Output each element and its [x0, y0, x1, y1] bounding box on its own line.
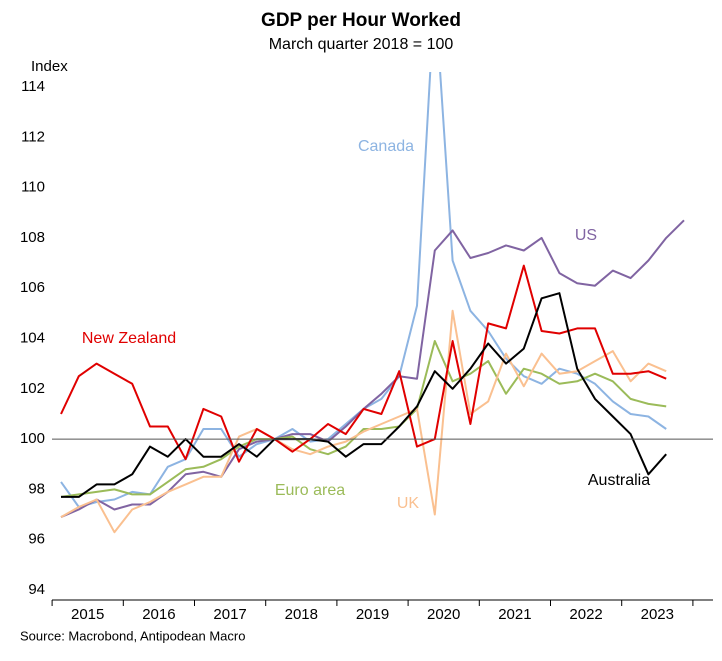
- x-tick-label: 2023: [641, 606, 674, 623]
- x-tick-label: 2016: [142, 606, 175, 623]
- x-tick-label: 2015: [71, 606, 104, 623]
- x-tick-label: 2020: [427, 606, 460, 623]
- y-tick-label: 108: [20, 229, 45, 246]
- x-tick-label: 2018: [285, 606, 318, 623]
- y-tick-label: 112: [21, 128, 45, 145]
- x-tick-label: 2017: [213, 606, 246, 623]
- chart-title: GDP per Hour Worked: [261, 10, 461, 31]
- series-label: Canada: [358, 138, 414, 155]
- y-axis-label: Index: [31, 58, 68, 75]
- series-line: [60, 264, 667, 463]
- x-tick-label: 2021: [498, 606, 531, 623]
- y-tick-label: 94: [28, 581, 45, 598]
- y-tick-label: 114: [21, 78, 45, 95]
- x-tick-label: 2019: [356, 606, 389, 623]
- plot-area: [60, 72, 685, 534]
- series-label: New Zealand: [82, 330, 176, 347]
- series-label: US: [575, 227, 597, 244]
- x-tick-label: 2022: [569, 606, 602, 623]
- series-line: [61, 292, 667, 498]
- series-line: [60, 340, 667, 498]
- y-tick-label: 96: [28, 531, 45, 548]
- y-tick-label: 110: [21, 179, 45, 196]
- series-line: [60, 309, 667, 534]
- series-label: Australia: [588, 472, 650, 489]
- chart-subtitle: March quarter 2018 = 100: [269, 36, 454, 53]
- series-label: UK: [397, 495, 420, 512]
- source-note: Source: Macrobond, Antipodean Macro: [20, 628, 245, 643]
- y-tick-label: 100: [20, 430, 45, 447]
- y-tick-label: 104: [20, 329, 45, 346]
- y-tick-label: 106: [20, 279, 45, 296]
- series-label: Euro area: [275, 482, 345, 499]
- y-tick-label: 102: [20, 380, 45, 397]
- y-tick-label: 98: [28, 480, 45, 497]
